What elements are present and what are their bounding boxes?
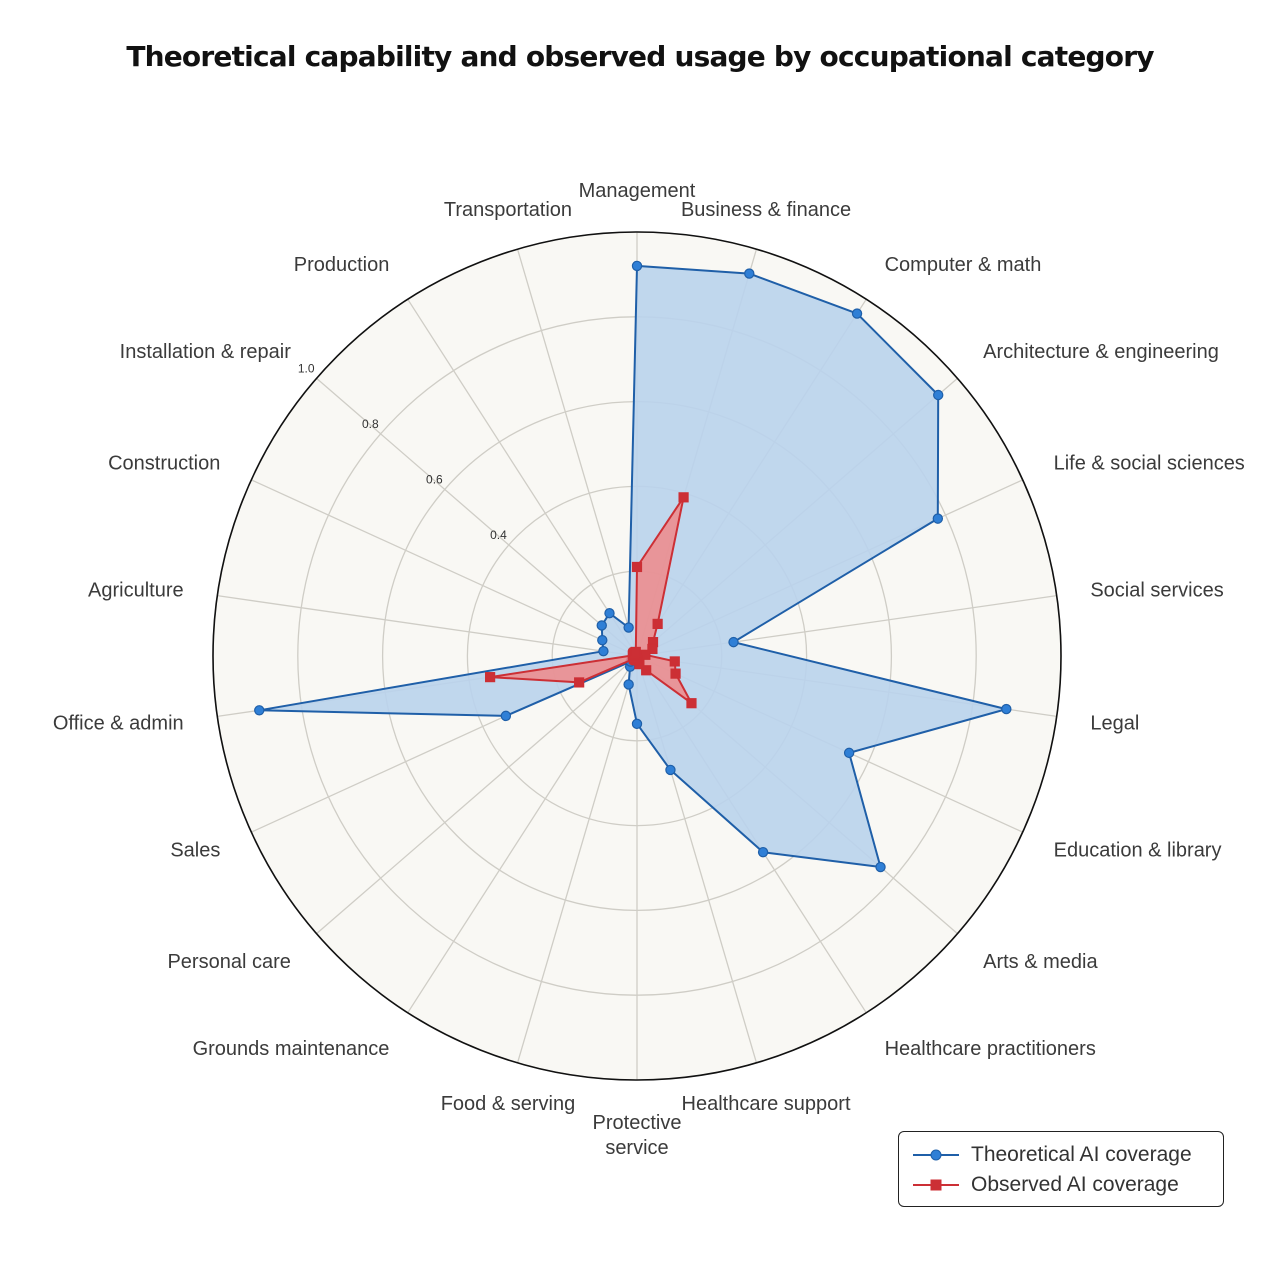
observed-point-legal xyxy=(669,656,680,667)
category-label-food-and-serving: Food & serving xyxy=(441,1093,576,1115)
theoretical-point-transportation xyxy=(623,622,634,633)
category-label-healthcare-practitioners: Healthcare practitioners xyxy=(885,1038,1096,1060)
observed-series xyxy=(485,492,697,709)
radial-tick-label: 1.0 xyxy=(298,361,315,375)
category-label-sales: Sales xyxy=(170,840,220,862)
category-label-production: Production xyxy=(294,254,390,276)
category-label-arts-and-media: Arts & media xyxy=(983,951,1098,973)
theoretical-point-production xyxy=(604,607,615,619)
legend-observed-label: Observed AI coverage xyxy=(971,1173,1179,1196)
theoretical-point-protective-service xyxy=(631,718,643,730)
grid-spoke xyxy=(316,655,638,935)
theoretical-point-sales xyxy=(500,710,512,722)
category-label-social-services: Social services xyxy=(1090,580,1223,602)
theoretical-point-food-and-serving xyxy=(623,679,634,690)
theoretical-point-healthcare-practitioners xyxy=(757,846,769,858)
grid-spoke xyxy=(407,655,638,1014)
theoretical-point-healthcare-support xyxy=(665,764,676,776)
chart-title: Theoretical capability and observed usag… xyxy=(126,40,1154,73)
legend-theoretical-marker-icon xyxy=(913,1149,959,1161)
category-label-office-and-admin: Office & admin xyxy=(53,712,184,734)
theoretical-point-life-and-social-sciences xyxy=(932,513,944,524)
theoretical-point-education-and-library xyxy=(843,747,855,759)
category-label-education-and-library: Education & library xyxy=(1054,840,1222,862)
category-label-construction: Construction xyxy=(108,452,220,474)
category-label-computer-and-math: Computer & math xyxy=(885,254,1042,276)
observed-point-life-and-social-sciences xyxy=(647,643,658,655)
radial-tick-label: 0.8 xyxy=(362,417,379,431)
radial-tick-label: 0.6 xyxy=(426,472,443,486)
category-label-grounds-maintenance: Grounds maintenance xyxy=(193,1038,390,1060)
theoretical-point-legal xyxy=(1001,703,1012,715)
category-label-life-and-social-sciences: Life & social sciences xyxy=(1054,452,1245,474)
observed-point-sales xyxy=(574,677,585,688)
category-label-architecture-and-engineering: Architecture & engineering xyxy=(983,341,1219,363)
grid-spoke xyxy=(407,298,638,657)
theoretical-point-management xyxy=(631,260,643,272)
category-label-legal: Legal xyxy=(1090,712,1139,734)
category-label-agriculture: Agriculture xyxy=(88,580,184,602)
theoretical-point-business-and-finance xyxy=(744,268,755,279)
legend-item-observed: Observed AI coverage xyxy=(911,1171,1179,1199)
theoretical-point-construction xyxy=(597,634,608,646)
observed-point-office-and-admin xyxy=(485,672,496,683)
radial-ticks: 0.4 0.6 0.8 1.0 xyxy=(298,361,507,542)
category-label-transportation: Transportation xyxy=(444,199,572,221)
observed-point-healthcare-practitioners xyxy=(641,665,652,676)
radial-tick-label: 0.4 xyxy=(490,528,507,542)
observed-point-management xyxy=(631,561,643,573)
category-label-management: Management xyxy=(579,180,696,202)
observed-point-arts-and-media xyxy=(686,698,697,709)
theoretical-point-architecture-and-engineering xyxy=(933,389,944,401)
grid-spoke xyxy=(516,248,638,657)
grid-spoke xyxy=(516,655,638,1064)
legend: Theoretical AI coverage Observed AI cove… xyxy=(898,1131,1224,1207)
observed-point-business-and-finance xyxy=(678,492,689,503)
observed-point-education-and-library xyxy=(670,668,681,679)
legend-theoretical-label: Theoretical AI coverage xyxy=(971,1143,1192,1166)
category-label-installation-and-repair: Installation & repair xyxy=(120,341,292,363)
grid-spoke xyxy=(217,595,638,657)
category-label-protective-service: Protective service xyxy=(593,1112,682,1159)
theoretical-point-computer-and-math xyxy=(851,308,863,319)
theoretical-point-office-and-admin xyxy=(254,705,265,716)
category-label-business-and-finance: Business & finance xyxy=(681,199,851,221)
observed-point-transportation xyxy=(630,646,641,658)
legend-item-theoretical: Theoretical AI coverage xyxy=(911,1141,1192,1169)
theoretical-point-social-services xyxy=(728,636,739,648)
category-label-healthcare-support: Healthcare support xyxy=(682,1093,851,1115)
outer-frame xyxy=(212,231,1062,1081)
observed-point-social-services xyxy=(640,649,651,660)
grid-spoke xyxy=(316,377,638,657)
theoretical-point-arts-and-media xyxy=(875,861,886,873)
theoretical-point-installation-and-repair xyxy=(596,620,607,631)
grid-spoke xyxy=(251,479,638,657)
theoretical-point-agriculture xyxy=(598,645,609,657)
observed-point-computer-and-math xyxy=(652,618,663,629)
legend-observed-marker-icon xyxy=(913,1179,959,1191)
category-label-personal-care: Personal care xyxy=(167,951,290,973)
